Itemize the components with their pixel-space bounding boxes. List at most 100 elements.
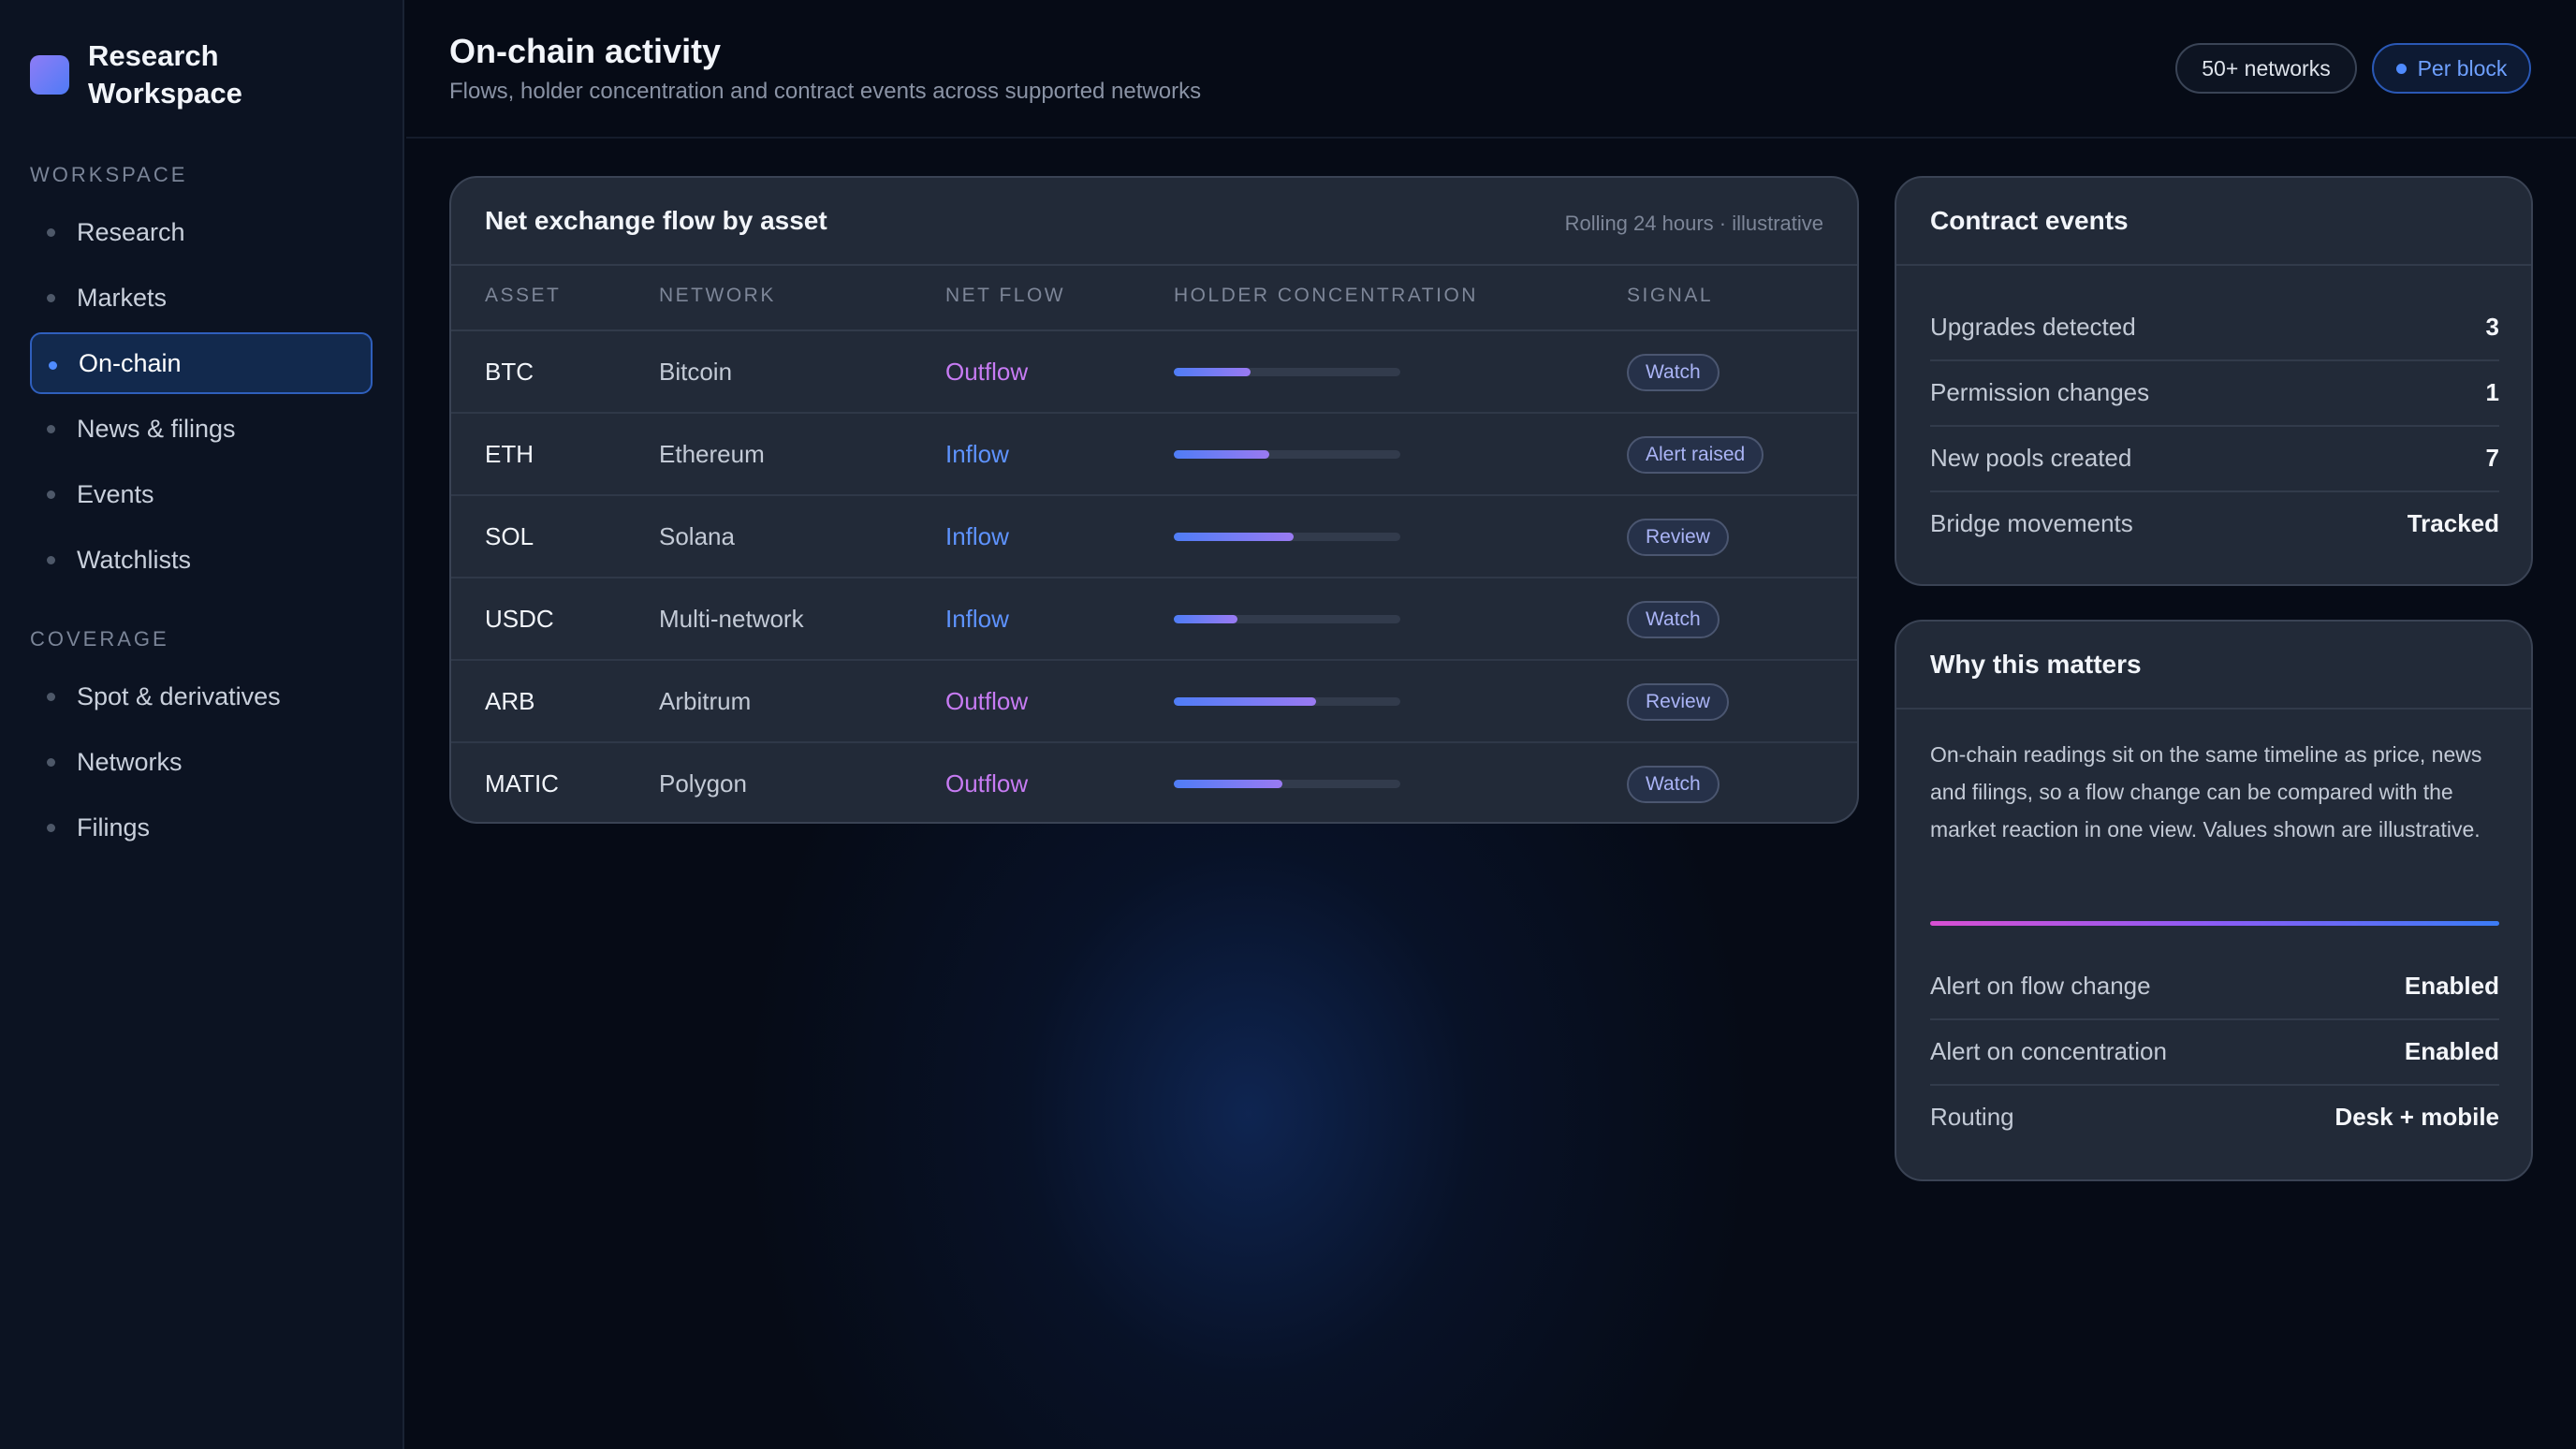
flow-table-card: Net exchange flow by asset Rolling 24 ho…: [449, 176, 1859, 824]
divider: [1896, 708, 2531, 710]
sidebar-item-markets[interactable]: Markets: [30, 267, 373, 329]
concentration-bar-fill: [1174, 615, 1237, 623]
net-flow-cell: Outflow: [945, 357, 1029, 386]
net-flow-cell: Inflow: [945, 439, 1009, 468]
asset-cell: MATIC: [485, 768, 559, 798]
sidebar-item-label: Research: [77, 217, 185, 246]
event-label: Upgrades detected: [1930, 312, 2136, 341]
divider: [451, 494, 1857, 496]
divider: [1930, 1018, 2499, 1020]
signal-badge[interactable]: Watch: [1627, 601, 1720, 638]
bullet-icon: [47, 490, 55, 499]
column-header-holder-concentration[interactable]: HOLDER CONCENTRATION: [1174, 285, 1478, 306]
table-row[interactable]: ARB Arbitrum Outflow Review: [451, 661, 1857, 743]
concentration-bar: [1174, 533, 1400, 541]
signal-badge[interactable]: Alert raised: [1627, 436, 1764, 474]
divider: [451, 264, 1857, 266]
network-cell: Ethereum: [659, 439, 765, 468]
divider: [451, 659, 1857, 661]
event-value: 3: [2485, 312, 2499, 341]
divider: [1930, 1084, 2499, 1086]
brand-name: Research Workspace: [88, 39, 242, 110]
sidebar-item-label: Networks: [77, 747, 183, 776]
concentration-bar-fill: [1174, 368, 1251, 376]
table-row[interactable]: BTC Bitcoin Outflow Watch: [451, 331, 1857, 414]
event-row-pools: New pools created 7: [1930, 425, 2499, 490]
signal-badge[interactable]: Review: [1627, 683, 1729, 721]
event-value: 1: [2485, 377, 2499, 406]
event-row-permissions: Permission changes 1: [1930, 359, 2499, 425]
sidebar-item-news-filings[interactable]: News & filings: [30, 398, 373, 460]
sidebar-item-research[interactable]: Research: [30, 201, 373, 263]
divider: [451, 329, 1857, 331]
network-cell: Solana: [659, 521, 735, 550]
divider: [1896, 264, 2531, 266]
concentration-bar-fill: [1174, 780, 1283, 788]
table-row[interactable]: ETH Ethereum Inflow Alert raised: [451, 414, 1857, 496]
networks-pill-label: 50+ networks: [2202, 55, 2331, 80]
concentration-bar-fill: [1174, 697, 1317, 706]
asset-cell: USDC: [485, 604, 554, 633]
event-row-bridge: Bridge movements Tracked: [1930, 490, 2499, 556]
bullet-icon: [47, 425, 55, 433]
event-value: Tracked: [2407, 508, 2499, 537]
sidebar-item-events[interactable]: Events: [30, 463, 373, 525]
table-row[interactable]: MATIC Polygon Outflow Watch: [451, 743, 1857, 822]
signal-badge[interactable]: Review: [1627, 519, 1729, 556]
sidebar-item-networks[interactable]: Networks: [30, 731, 373, 793]
setting-label: Alert on concentration: [1930, 1036, 2167, 1065]
signal-badge[interactable]: Watch: [1627, 766, 1720, 803]
flow-table-note: Rolling 24 hours · illustrative: [1564, 212, 1823, 235]
network-cell: Arbitrum: [659, 686, 752, 715]
net-flow-cell: Outflow: [945, 768, 1029, 798]
flow-table-title: Net exchange flow by asset: [485, 206, 827, 235]
why-this-matters-card: Why this matters On-chain readings sit o…: [1895, 620, 2533, 1181]
per-block-pill[interactable]: Per block: [2372, 43, 2531, 94]
signal-badge[interactable]: Watch: [1627, 354, 1720, 391]
sidebar: Research Workspace WORKSPACE Research Ma…: [0, 0, 404, 1449]
brand-logo-icon: [30, 55, 69, 95]
network-cell: Multi-network: [659, 604, 804, 633]
bullet-icon: [47, 556, 55, 564]
why-title: Why this matters: [1930, 650, 2142, 679]
asset-cell: ARB: [485, 686, 535, 715]
sidebar-item-on-chain[interactable]: On-chain: [30, 332, 373, 394]
setting-row-flow-alert[interactable]: Alert on flow change Enabled: [1930, 953, 2499, 1018]
networks-pill[interactable]: 50+ networks: [2175, 43, 2357, 94]
setting-row-concentration-alert[interactable]: Alert on concentration Enabled: [1930, 1018, 2499, 1084]
bullet-icon: [47, 693, 55, 701]
sidebar-item-watchlists[interactable]: Watchlists: [30, 529, 373, 591]
page-header: On-chain activity Flows, holder concentr…: [406, 0, 2576, 139]
setting-value: Enabled: [2404, 971, 2499, 1000]
divider: [451, 577, 1857, 578]
contract-events-card: Contract events Upgrades detected 3 Perm…: [1895, 176, 2533, 586]
sidebar-item-label: On-chain: [79, 348, 182, 377]
main-content: On-chain activity Flows, holder concentr…: [406, 0, 2576, 1449]
setting-row-routing[interactable]: Routing Desk + mobile: [1930, 1084, 2499, 1149]
column-header-net-flow[interactable]: NET FLOW: [945, 285, 1066, 306]
brand[interactable]: Research Workspace: [30, 37, 313, 112]
per-block-pill-label: Per block: [2417, 55, 2508, 80]
bullet-icon: [47, 294, 55, 302]
sidebar-item-label: Filings: [77, 812, 151, 842]
setting-value: Desk + mobile: [2334, 1102, 2499, 1131]
table-row[interactable]: USDC Multi-network Inflow Watch: [451, 578, 1857, 661]
sidebar-item-label: Spot & derivatives: [77, 681, 281, 710]
asset-cell: SOL: [485, 521, 534, 550]
net-flow-cell: Inflow: [945, 604, 1009, 633]
table-row[interactable]: SOL Solana Inflow Review: [451, 496, 1857, 578]
contract-events-title: Contract events: [1930, 206, 2129, 235]
concentration-bar-fill: [1174, 533, 1295, 541]
column-header-asset[interactable]: ASSET: [485, 285, 562, 306]
setting-value: Enabled: [2404, 1036, 2499, 1065]
column-header-signal[interactable]: SIGNAL: [1627, 285, 1714, 306]
concentration-bar: [1174, 450, 1400, 459]
net-flow-cell: Inflow: [945, 521, 1009, 550]
sidebar-item-filings[interactable]: Filings: [30, 797, 373, 858]
concentration-bar: [1174, 697, 1400, 706]
sidebar-item-spot-derivatives[interactable]: Spot & derivatives: [30, 666, 373, 727]
event-label: New pools created: [1930, 443, 2132, 472]
concentration-bar: [1174, 615, 1400, 623]
column-header-network[interactable]: NETWORK: [659, 285, 776, 306]
why-description: On-chain readings sit on the same timeli…: [1930, 742, 2482, 842]
